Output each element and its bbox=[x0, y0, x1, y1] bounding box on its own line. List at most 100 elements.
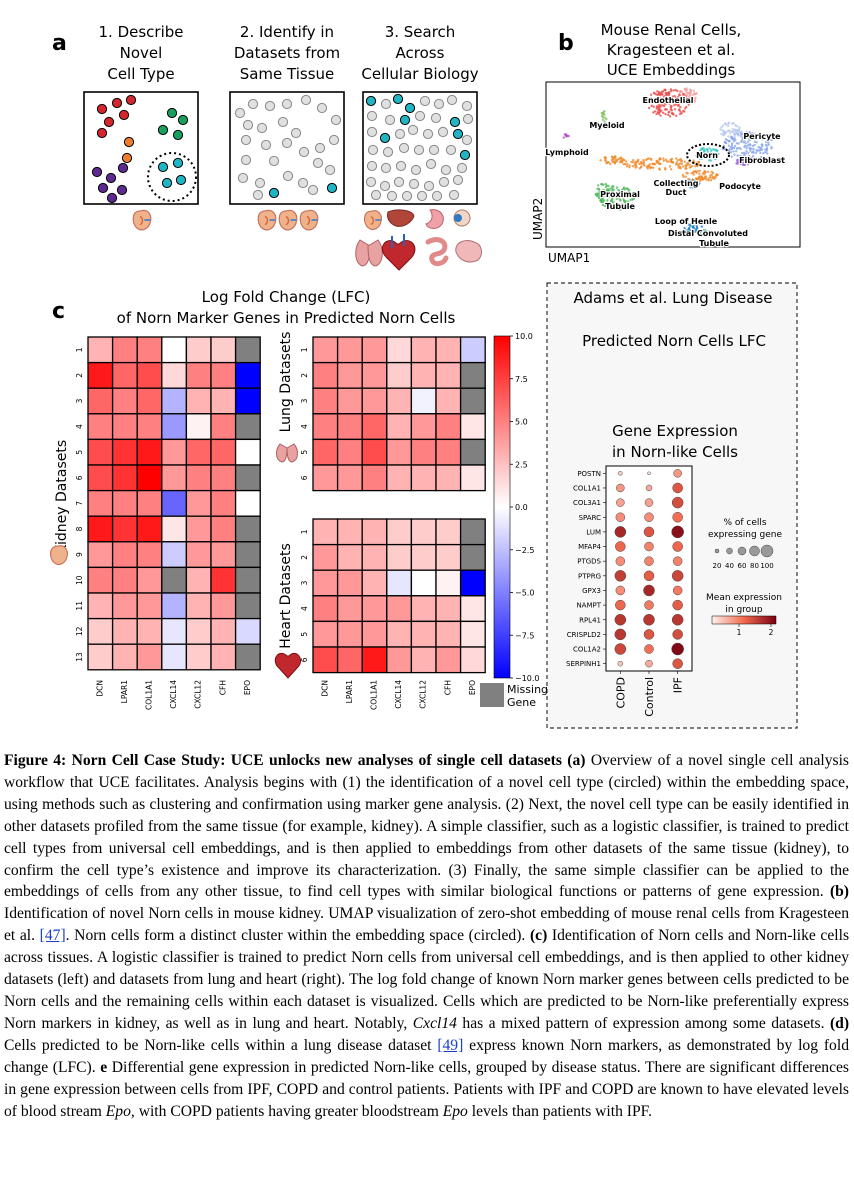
umap-ylabel: UMAP2 bbox=[531, 198, 545, 240]
heatmap-cell bbox=[361, 569, 388, 597]
svg-text:in Norn-like Cells: in Norn-like Cells bbox=[612, 443, 738, 461]
heatmap-cell bbox=[361, 646, 388, 674]
heart-icon bbox=[274, 652, 302, 679]
heatmap-cell bbox=[234, 566, 261, 594]
heatmap-cell bbox=[87, 592, 114, 620]
heatmap-cell bbox=[87, 643, 114, 671]
cell-dot bbox=[438, 176, 450, 188]
heatmap-gene-label: LPAR1 bbox=[345, 680, 354, 704]
heatmap-cell bbox=[161, 617, 188, 645]
heatmap-cell bbox=[410, 543, 437, 571]
cell-dot bbox=[298, 146, 310, 158]
heatmap-gene-label: EPO bbox=[243, 680, 252, 695]
expression-dot bbox=[616, 483, 625, 493]
heatmap-cell bbox=[87, 438, 114, 466]
heatmap-row-label: 4 bbox=[300, 606, 309, 611]
citation-47[interactable]: [47] bbox=[39, 927, 66, 945]
heatmap-row-label: 5 bbox=[300, 632, 309, 637]
size-legend-dot bbox=[726, 547, 733, 555]
heatmap-cell bbox=[312, 518, 339, 546]
panel-d-title: Predicted Norn Cells LFC bbox=[582, 332, 766, 350]
heatmap-row-label: 6 bbox=[300, 475, 309, 480]
heatmap-cell bbox=[136, 413, 163, 441]
umap-label: Norn bbox=[696, 151, 718, 160]
heatmap-cell bbox=[435, 336, 462, 364]
heatmap-cell bbox=[336, 620, 363, 648]
expression-dot bbox=[644, 556, 654, 566]
heatmap-cell bbox=[111, 413, 138, 441]
heatmap-cell bbox=[410, 336, 437, 364]
expression-dot bbox=[672, 658, 683, 669]
cell-dot bbox=[382, 146, 394, 158]
brain-icon bbox=[455, 239, 482, 263]
heatmap-gene-label: CXCL14 bbox=[169, 680, 178, 709]
expression-dot bbox=[614, 614, 627, 626]
heatmap-cell bbox=[111, 643, 138, 671]
svg-text:Log Fold Change (LFC): Log Fold Change (LFC) bbox=[202, 288, 371, 306]
heart-datasets-label: Heart Datasets bbox=[278, 543, 294, 649]
expression-dot bbox=[614, 643, 627, 655]
heatmap-cell bbox=[161, 387, 188, 415]
colorbar-tick: −10.0 bbox=[515, 674, 540, 683]
size-legend-title: expressing gene bbox=[708, 530, 783, 540]
expression-dot bbox=[644, 600, 654, 610]
expression-dot bbox=[672, 482, 683, 494]
step2-line1: 2. Identify in bbox=[240, 23, 334, 41]
cell-dot bbox=[256, 122, 268, 134]
cell-dot bbox=[384, 114, 396, 126]
heatmap-cell bbox=[361, 595, 388, 623]
cell-dot bbox=[157, 124, 169, 136]
umap-label: Lymphoid bbox=[545, 148, 589, 157]
cell-dot bbox=[395, 160, 407, 172]
dotplot-gene-label: SPARC bbox=[579, 514, 602, 522]
heatmap-cell bbox=[161, 592, 188, 620]
cell-dot bbox=[365, 176, 377, 188]
heatmap-cell bbox=[459, 361, 486, 389]
heatmap-cell bbox=[312, 569, 339, 597]
dotplot-gene-label: COL3A1 bbox=[573, 499, 601, 507]
expression-dot bbox=[644, 512, 654, 522]
heatmap-cell bbox=[210, 413, 237, 441]
missing-gene-label: Missing bbox=[507, 683, 548, 696]
lfc-colorbar bbox=[493, 335, 511, 679]
heatmap-row-label: 1 bbox=[75, 347, 84, 352]
kidney-icon bbox=[132, 209, 152, 231]
heatmap-row-label: 5 bbox=[75, 450, 84, 455]
heatmap-cell bbox=[234, 515, 261, 543]
heatmap-cell bbox=[435, 438, 462, 466]
figure-panel: a b c d e 1. Describe Novel Cell Type 2.… bbox=[49, 21, 801, 729]
cell-dot bbox=[264, 100, 276, 112]
heatmap-cell bbox=[111, 515, 138, 543]
expression-dot bbox=[615, 541, 626, 552]
heatmap-gene-label: CXCL12 bbox=[419, 680, 428, 709]
expression-dot bbox=[671, 642, 684, 656]
heatmap-cell bbox=[336, 413, 363, 441]
heatmap-cell bbox=[234, 361, 261, 389]
heatmap-row-label: 1 bbox=[300, 529, 309, 534]
expression-dot bbox=[615, 585, 626, 596]
citation-49[interactable]: [49] bbox=[437, 1036, 464, 1054]
heatmap-gene-label: EPO bbox=[468, 680, 477, 695]
heatmap-cell bbox=[410, 569, 437, 597]
heart-icon bbox=[382, 234, 416, 271]
umap-label: Endothelial bbox=[643, 96, 694, 105]
heatmap-cell bbox=[386, 518, 413, 546]
cell-dot bbox=[392, 93, 404, 105]
cell-dot bbox=[316, 102, 328, 114]
size-legend-value: 80 bbox=[750, 562, 759, 570]
heatmap-gene-label: CXCL12 bbox=[194, 680, 203, 709]
heatmap-cell bbox=[161, 438, 188, 466]
heatmap-cell bbox=[459, 595, 486, 623]
expression-dot bbox=[672, 541, 683, 552]
cell-dot bbox=[312, 157, 324, 169]
heatmap-cell bbox=[111, 541, 138, 569]
cell-dot bbox=[379, 180, 391, 192]
heatmap-cell bbox=[234, 464, 261, 492]
umap-label: Duct bbox=[666, 188, 687, 197]
heatmap-cell bbox=[136, 515, 163, 543]
cell-dot bbox=[96, 127, 108, 139]
expression-dot bbox=[615, 556, 626, 566]
umap-label: Tubule bbox=[605, 202, 635, 211]
heatmap-cell bbox=[386, 438, 413, 466]
expression-dot bbox=[614, 628, 627, 641]
